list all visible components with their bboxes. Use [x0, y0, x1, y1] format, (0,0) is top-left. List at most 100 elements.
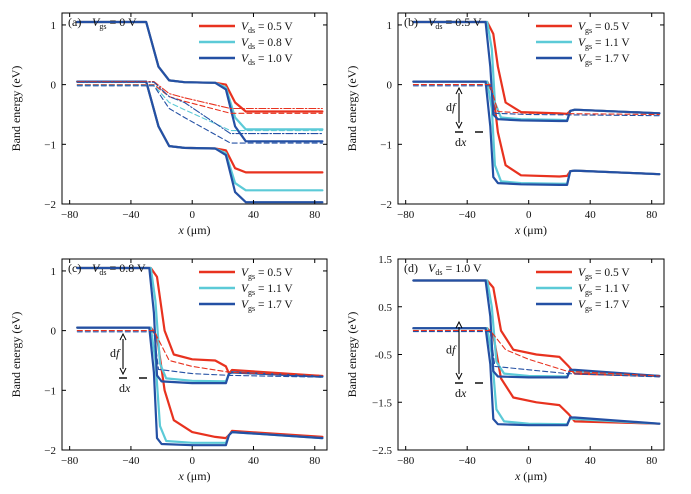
x-tick-label: 80 [646, 455, 658, 467]
dx-label: dx [455, 386, 467, 400]
series-group [76, 266, 324, 447]
legend-entry: Vds = 0.5 V [241, 21, 293, 35]
x-axis-label: x (μm) [514, 223, 547, 237]
y-axis-label: Band energy (eV) [345, 312, 359, 398]
series-line-cyan-solid-4 [76, 326, 324, 444]
panel-label: (b) [404, 15, 418, 29]
chart-panel-1: −80 −40 0 40 80 −2 −1 0 1 x (μm) Band energy (eV) (… [9, 12, 328, 237]
legend-entry: Vgs = 0.5 V [241, 267, 293, 281]
df-arrowhead-down [455, 121, 463, 130]
chart-panel-4: −80 −40 0 40 80 −2.5 −1.5 -0.5 0.5 1.5 x (μm) Band … [345, 254, 665, 483]
legend-entry: Vgs = 1.7 V [241, 299, 293, 313]
df-label: df [110, 346, 121, 360]
df-arrowhead-up [455, 86, 463, 95]
x-tick-label: 80 [646, 209, 658, 221]
series-line-red-dashdot-10 [76, 81, 323, 110]
x-tick-label: 0 [526, 455, 532, 467]
series-line-blue-dashdot-11 [76, 81, 323, 135]
series-line-cyan-solid-4 [412, 327, 661, 426]
series-line-red-dashed-7 [76, 84, 323, 114]
series-line-blue-solid-6 [76, 80, 324, 204]
series-line-red-solid-1 [76, 20, 324, 113]
series-line-red-dashed-7 [412, 84, 660, 116]
y-tick-label: −1.5 [372, 397, 392, 409]
series-line-blue-solid-6 [412, 327, 661, 427]
y-tick-label: 1 [387, 20, 393, 32]
panel-condition: Vgs = 0 V [92, 15, 137, 31]
x-tick-label: 0 [189, 209, 195, 221]
y-tick-label: −1 [380, 139, 392, 151]
series-line-red-dashed-7 [412, 330, 660, 377]
legend: Vgs = 0.5 V Vgs = 1.1 V Vgs = 1.7 V [536, 267, 630, 313]
series-line-blue-solid-5 [76, 266, 324, 385]
y-tick-label: 0 [51, 80, 57, 92]
panel-condition: Vds = 0.8 V [92, 261, 146, 277]
series-line-red-solid-2 [412, 80, 661, 178]
x-tick-label: −80 [397, 455, 415, 467]
df-arrowhead-down [455, 372, 463, 381]
x-tick-label: 40 [248, 455, 260, 467]
legend-entry: Vgs = 0.5 V [578, 21, 630, 35]
legend-entry: Vgs = 1.7 V [578, 299, 630, 313]
x-axis-label: x (μm) [177, 469, 210, 483]
x-tick-label: 0 [189, 455, 195, 467]
dx-label: dx [119, 381, 131, 395]
legend: Vds = 0.5 V Vds = 0.8 V Vds = 1.0 V [199, 21, 293, 67]
panel-label: (c) [68, 261, 81, 275]
y-tick-label: 1 [51, 266, 57, 278]
x-tick-label: −40 [122, 455, 140, 467]
legend-entry: Vgs = 1.1 V [578, 37, 630, 51]
y-tick-label: −2 [380, 199, 392, 211]
series-group [412, 20, 661, 186]
x-tick-label: −40 [459, 455, 477, 467]
plot-frame [61, 12, 328, 205]
x-tick-label: 80 [309, 455, 321, 467]
legend: Vgs = 0.5 V Vgs = 1.1 V Vgs = 1.7 V [536, 21, 630, 67]
y-axis-label: Band energy (eV) [345, 66, 359, 152]
x-tick-label: 0 [526, 209, 532, 221]
x-tick-label: −80 [61, 455, 79, 467]
legend-entry: Vds = 1.0 V [241, 53, 293, 67]
df-arrowhead-up [455, 320, 463, 329]
panel-label: (d) [404, 261, 418, 275]
series-line-cyan-solid-4 [76, 80, 324, 192]
y-tick-label: −1 [44, 139, 56, 151]
y-axis-label: Band energy (eV) [9, 66, 23, 152]
series-line-blue-solid-6 [76, 326, 324, 447]
series-line-cyan-dashed-8 [76, 84, 323, 132]
series-line-blue-dashed-9 [76, 85, 323, 144]
series-line-red-solid-2 [76, 80, 324, 174]
x-tick-label: 40 [248, 209, 260, 221]
legend-entry: Vgs = 0.5 V [578, 267, 630, 281]
chart-panel-2: −80 −40 0 40 80 −2 −1 0 1 x (μm) Band energy (eV) (… [345, 12, 665, 237]
x-axis-label: x (μm) [177, 223, 210, 237]
legend-entry: Vgs = 1.1 V [578, 283, 630, 297]
series-line-blue-dashed-8 [412, 85, 660, 117]
dx-label: dx [455, 135, 467, 149]
x-tick-label: −40 [122, 209, 140, 221]
df-label: df [446, 343, 457, 357]
y-tick-label: −2 [44, 199, 56, 211]
y-tick-label: −2 [44, 445, 56, 457]
df-arrowhead-down [119, 367, 127, 376]
y-tick-label: 1.5 [378, 254, 392, 266]
series-line-blue-solid-5 [412, 279, 661, 379]
legend-entry: Vgs = 1.1 V [241, 283, 293, 297]
x-tick-label: 40 [585, 209, 597, 221]
x-tick-label: −40 [459, 209, 477, 221]
y-tick-label: 0 [51, 326, 57, 338]
series-line-blue-dashed-8 [76, 331, 323, 378]
x-tick-label: 80 [309, 209, 321, 221]
series-line-blue-solid-5 [412, 20, 661, 123]
y-tick-label: −2.5 [372, 445, 392, 457]
plot-frame [61, 258, 328, 451]
df-label: df [446, 100, 457, 114]
y-tick-label: 0 [387, 80, 393, 92]
series-line-blue-dashed-8 [412, 331, 660, 378]
df-arrowhead-up [119, 332, 127, 341]
legend-entry: Vgs = 1.7 V [578, 53, 630, 67]
panel-condition: Vds = 1.0 V [428, 261, 482, 277]
x-tick-label: −80 [397, 209, 415, 221]
legend: Vgs = 0.5 V Vgs = 1.1 V Vgs = 1.7 V [199, 267, 293, 313]
